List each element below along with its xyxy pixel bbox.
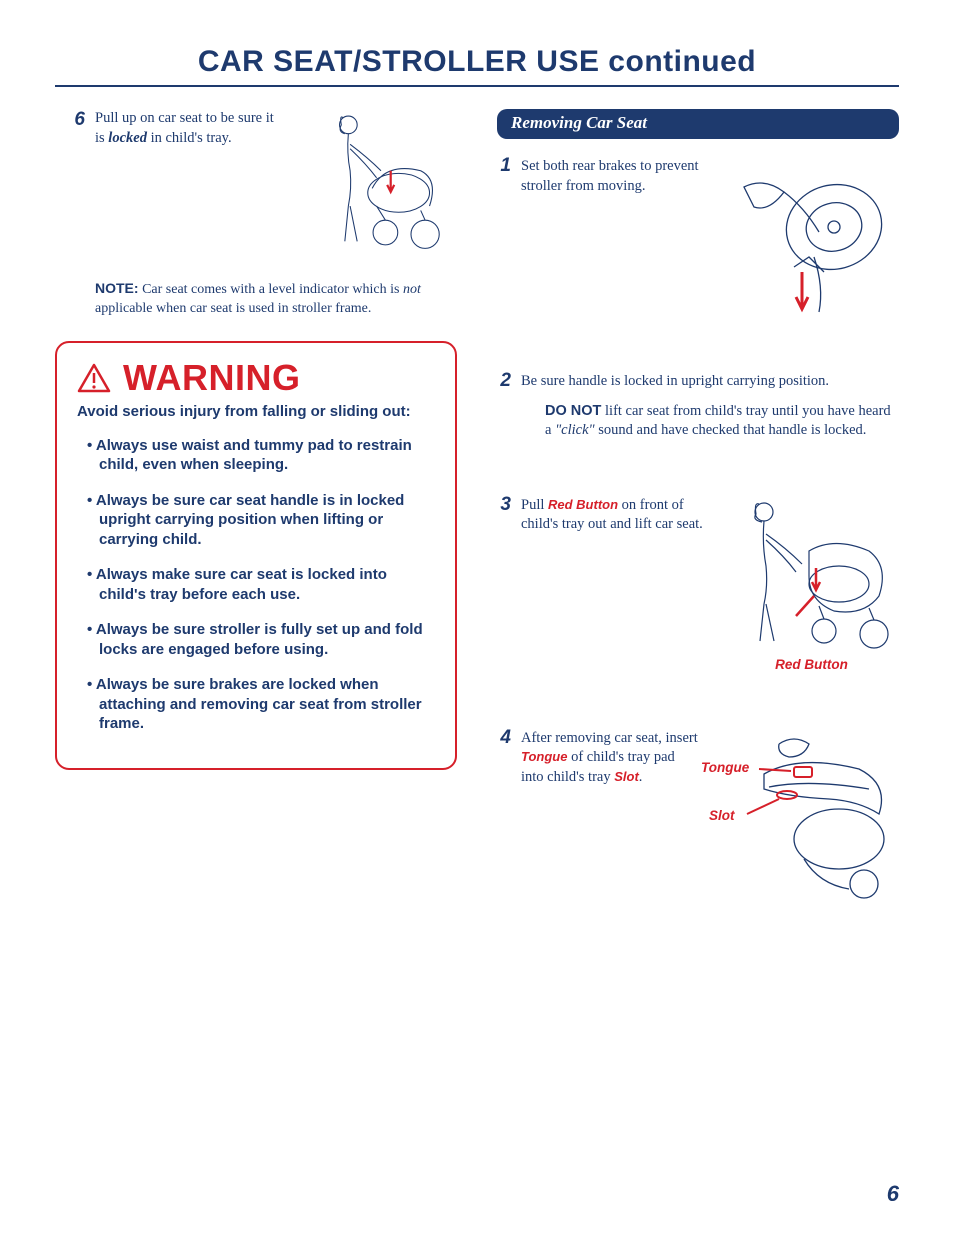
step-3-red-button: Red Button bbox=[548, 497, 618, 512]
warning-item: Always be sure car seat handle is in loc… bbox=[87, 491, 435, 550]
note-text-b: applicable when car seat is used in stro… bbox=[95, 301, 371, 316]
step-6-text: Pull up on car seat to be sure it is loc… bbox=[95, 109, 287, 148]
step-3-illustration bbox=[724, 496, 899, 656]
step-4-illustration-wrap: Tongue Slot bbox=[709, 729, 899, 904]
step-2: 2 Be sure handle is locked in upright ca… bbox=[497, 372, 899, 441]
note-not: not bbox=[403, 282, 421, 297]
step-1-text: Set both rear brakes to prevent stroller… bbox=[521, 157, 714, 196]
step-3-text-a: Pull bbox=[521, 497, 548, 513]
step-3-illustration-wrap: Red Button bbox=[724, 496, 899, 674]
step-4-text: After removing car seat, insert Tongue o… bbox=[521, 729, 699, 788]
step-2-text: Be sure handle is locked in upright carr… bbox=[521, 372, 899, 392]
step-2-sub-c: sound and have checked that handle is lo… bbox=[595, 422, 867, 438]
warning-triangle-icon bbox=[77, 363, 111, 393]
step-4-tongue: Tongue bbox=[521, 749, 567, 764]
step-4-text-a: After removing car seat, insert bbox=[521, 730, 698, 746]
step-6-illustration bbox=[297, 109, 457, 259]
step-4: 4 After removing car seat, insert Tongue… bbox=[497, 729, 899, 904]
step-4-text-c: . bbox=[639, 769, 643, 785]
note-block: NOTE: Car seat comes with a level indica… bbox=[95, 279, 457, 319]
step-1-number: 1 bbox=[497, 155, 511, 332]
warning-item: Always make sure car seat is locked into… bbox=[87, 565, 435, 604]
step-1-illustration bbox=[724, 157, 899, 332]
warning-list: Always use waist and tummy pad to restra… bbox=[77, 436, 435, 734]
step-4-illustration bbox=[709, 729, 899, 904]
step-3-text: Pull Red Button on front of child's tray… bbox=[521, 496, 714, 535]
step-4-number: 4 bbox=[497, 727, 511, 904]
step-3: 3 Pull Red Button on front of child's tr… bbox=[497, 496, 899, 674]
step-4-slot: Slot bbox=[614, 769, 639, 784]
warning-title: WARNING bbox=[123, 357, 301, 399]
warning-intro: Avoid serious injury from falling or sli… bbox=[77, 403, 435, 422]
warning-item: Always use waist and tummy pad to restra… bbox=[87, 436, 435, 475]
note-label: NOTE: bbox=[95, 280, 139, 296]
page-title: CAR SEAT/STROLLER USE continued bbox=[55, 45, 899, 87]
step-2-donot: DO NOT bbox=[545, 403, 601, 419]
step-6: 6 Pull up on car seat to be sure it is l… bbox=[69, 109, 457, 259]
warning-header: WARNING bbox=[77, 357, 435, 399]
warning-item: Always be sure brakes are locked when at… bbox=[87, 675, 435, 734]
step-2-number: 2 bbox=[497, 370, 511, 441]
step-3-number: 3 bbox=[497, 494, 511, 674]
step-6-number: 6 bbox=[69, 107, 85, 259]
right-column: Removing Car Seat 1 Set both rear brakes… bbox=[497, 109, 899, 944]
step-1: 1 Set both rear brakes to prevent stroll… bbox=[497, 157, 899, 332]
page-number: 6 bbox=[887, 1181, 899, 1207]
step-4-label-slot: Slot bbox=[709, 807, 735, 825]
section-removing-car-seat: Removing Car Seat bbox=[497, 109, 899, 139]
left-column: 6 Pull up on car seat to be sure it is l… bbox=[55, 109, 457, 944]
step-2-click: "click" bbox=[555, 422, 595, 438]
step-2-subtext: DO NOT lift car seat from child's tray u… bbox=[545, 402, 899, 441]
warning-box: WARNING Avoid serious injury from fallin… bbox=[55, 341, 457, 770]
content-columns: 6 Pull up on car seat to be sure it is l… bbox=[55, 109, 899, 944]
warning-item: Always be sure stroller is fully set up … bbox=[87, 620, 435, 659]
step-6-text-b: in child's tray. bbox=[147, 130, 232, 146]
step-3-caption: Red Button bbox=[724, 656, 899, 674]
step-4-label-tongue: Tongue bbox=[701, 759, 749, 777]
note-text-a: Car seat comes with a level indicator wh… bbox=[139, 282, 403, 297]
step-6-locked: locked bbox=[108, 130, 147, 146]
